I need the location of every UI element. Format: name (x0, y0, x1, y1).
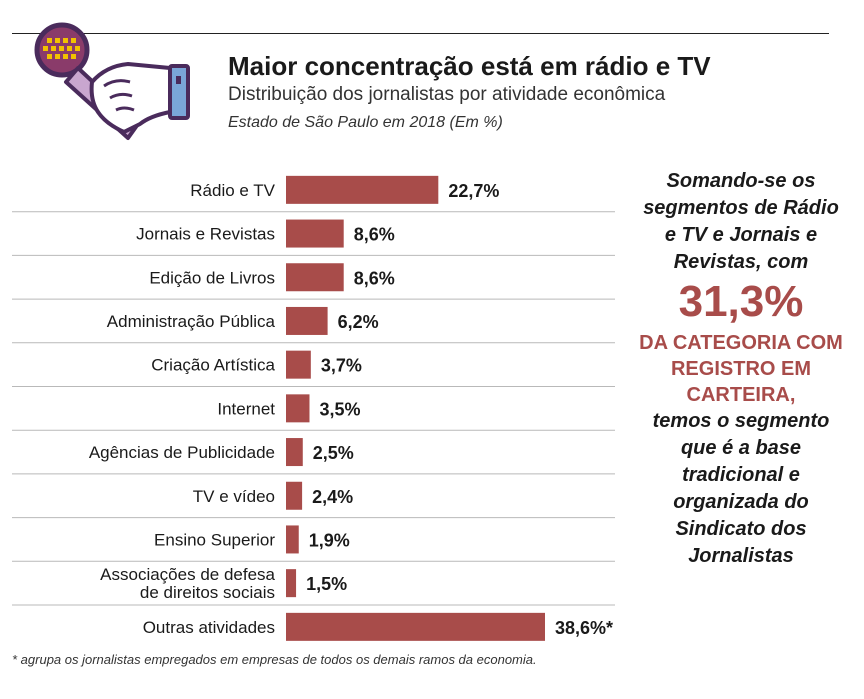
value-label: 2,5% (313, 443, 354, 463)
bar (286, 306, 328, 335)
value-label: 1,5% (306, 574, 347, 594)
bar (286, 175, 439, 204)
value-label: 8,6% (354, 268, 395, 288)
value-label: 8,6% (354, 225, 395, 245)
side-text: Somando-se os segmentos de Rádio e TV e … (636, 168, 846, 570)
bar-chart: Rádio e TV 22,7% Jornais e Revistas 8,6% Edi… (12, 175, 615, 641)
top-rule (12, 33, 829, 34)
bar (286, 219, 344, 248)
side-big-value: 31,3% (678, 277, 804, 326)
footnote: * agrupa os jornalistas empregados em em… (12, 652, 537, 667)
bar (286, 394, 310, 423)
bar (286, 350, 311, 379)
bar (286, 612, 545, 641)
chart-header: Maior concentração está em rádio e TV Di… (228, 50, 828, 136)
value-label: 1,9% (309, 530, 350, 550)
side-highlight: DA CATEGORIA COM REGISTRO EM CARTEIRA, (639, 332, 843, 406)
bar (286, 263, 344, 292)
category-label: Criação Artística (151, 356, 275, 375)
category-label: TV e vídeo (193, 487, 275, 506)
value-label: 22,7% (448, 181, 499, 201)
value-label: 3,7% (321, 356, 362, 376)
bar (286, 481, 303, 510)
microphone-hand-icon (20, 20, 200, 160)
value-label: 38,6%* (555, 618, 613, 638)
category-label: Rádio e TV (190, 181, 275, 200)
side-outro: temos o segmento que é a base tradiciona… (652, 410, 830, 567)
category-label: Outras atividades (143, 618, 275, 637)
chart-subtitle: Distribuição dos jornalistas por ativida… (228, 84, 666, 105)
bar (286, 525, 299, 554)
category-label: Jornais e Revistas (136, 225, 275, 244)
bar (286, 438, 303, 467)
value-label: 6,2% (338, 312, 379, 332)
category-label: Associações de defesa de direitos sociais (100, 565, 275, 602)
category-label: Edição de Livros (149, 268, 275, 287)
category-label: Administração Pública (107, 312, 276, 331)
value-label: 3,5% (319, 399, 360, 419)
category-label: Agências de Publicidade (89, 443, 275, 462)
bar (286, 569, 297, 598)
category-label: Internet (217, 399, 275, 418)
side-intro: Somando-se os segmentos de Rádio e TV e … (643, 170, 839, 273)
chart-note: Estado de São Paulo em 2018 (Em %) (228, 114, 503, 131)
category-label: Ensino Superior (154, 530, 275, 549)
value-label: 2,4% (312, 487, 353, 507)
chart-title: Maior concentração está em rádio e TV (228, 51, 711, 81)
